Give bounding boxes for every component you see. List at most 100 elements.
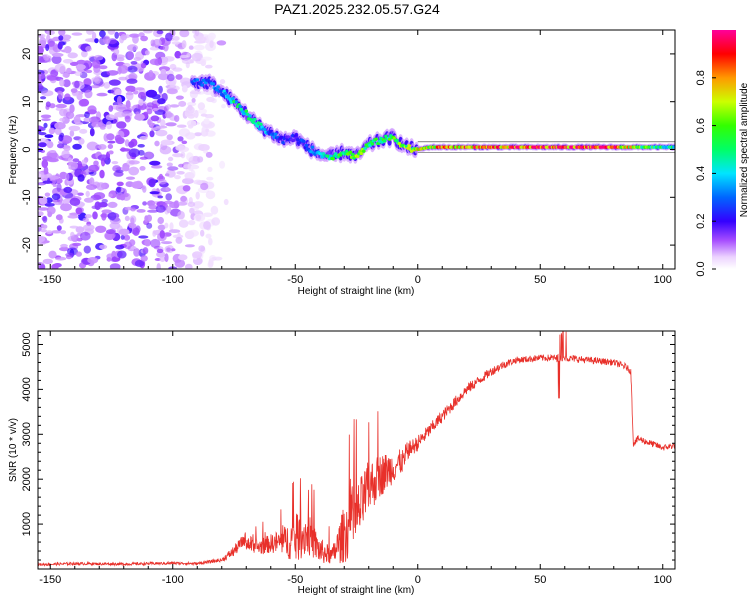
noise-blob	[221, 104, 226, 109]
noise-blob	[200, 182, 209, 191]
ridge-core	[407, 144, 412, 148]
noise-blob	[59, 117, 65, 122]
ridge-core	[273, 132, 278, 136]
noise-blob	[93, 192, 106, 200]
noise-blob	[111, 161, 119, 165]
noise-blob	[87, 257, 99, 264]
noise-blob	[188, 45, 194, 50]
noise-blob	[100, 213, 109, 218]
noise-blob	[139, 166, 146, 171]
noise-blob	[166, 73, 175, 82]
x-tick-label: 0	[415, 574, 421, 586]
noise-blob	[180, 77, 191, 85]
ridge-core	[269, 129, 273, 133]
noise-blob	[142, 201, 148, 206]
noise-blob	[160, 139, 173, 146]
noise-blob	[181, 140, 188, 145]
noise-blob	[109, 263, 121, 269]
noise-blob	[164, 222, 169, 229]
noise-blob	[74, 121, 83, 126]
noise-blob	[69, 197, 81, 206]
noise-blob	[115, 244, 125, 250]
noise-blob	[184, 111, 195, 117]
noise-blob	[56, 225, 62, 231]
y-tick-label: 5000	[21, 332, 33, 356]
noise-blob	[179, 30, 190, 38]
colorbar-tick-label: 0.8	[695, 70, 707, 85]
noise-blob	[116, 186, 122, 193]
noise-blob	[156, 248, 164, 254]
noise-blob	[152, 107, 159, 111]
noise-blob	[47, 38, 55, 47]
noise-blob	[59, 79, 65, 87]
noise-blob	[198, 108, 207, 114]
noise-blob	[177, 210, 185, 220]
colorbar: 0.0 0.2 0.4 0.6 0.8 Normalized spectral ampl…	[695, 30, 750, 277]
noise-blob	[85, 184, 98, 191]
noise-blob	[163, 42, 169, 52]
snr-y-label: SNR (10 * v/v)	[8, 418, 19, 482]
noise-blob	[72, 143, 82, 150]
noise-blob	[147, 119, 152, 126]
noise-blob	[50, 230, 63, 234]
noise-blob	[57, 90, 62, 95]
y-tick-label: 0	[21, 146, 33, 152]
noise-blob	[65, 172, 70, 181]
noise-blob	[197, 102, 206, 110]
noise-blob	[184, 244, 195, 248]
noise-blob	[122, 166, 130, 172]
ridge-core	[195, 78, 200, 82]
ridge-core	[211, 82, 215, 86]
noise-blob	[74, 71, 83, 77]
ridge-core	[348, 150, 353, 154]
noise-blob	[134, 259, 145, 268]
ridge-core	[395, 138, 399, 142]
noise-blob	[187, 104, 193, 111]
noise-blob	[116, 57, 125, 62]
ridge-core	[255, 124, 260, 128]
noise-blob	[105, 114, 116, 121]
spectrogram-noise-layer	[38, 30, 229, 269]
noise-blob	[150, 39, 156, 46]
noise-blob	[38, 171, 45, 181]
noise-blob	[38, 72, 46, 80]
noise-blob	[58, 246, 70, 252]
noise-blob	[46, 141, 54, 149]
noise-blob	[203, 149, 209, 154]
noise-blob	[55, 103, 67, 109]
noise-blob	[149, 130, 155, 138]
noise-blob	[107, 211, 117, 221]
noise-blob	[118, 76, 128, 81]
noise-blob	[187, 124, 194, 129]
noise-blob	[85, 69, 93, 74]
noise-blob	[46, 230, 53, 235]
noise-blob	[160, 119, 166, 127]
ridge-core	[344, 149, 349, 153]
noise-blob	[206, 176, 214, 181]
noise-blob	[117, 250, 127, 259]
noise-blob	[91, 59, 101, 69]
noise-blob	[125, 85, 136, 93]
noise-blob	[160, 68, 167, 75]
noise-blob	[149, 191, 160, 195]
noise-blob	[189, 207, 195, 214]
noise-blob	[156, 30, 164, 35]
noise-blob	[45, 197, 53, 204]
noise-blob	[137, 144, 145, 148]
noise-blob	[178, 219, 189, 228]
noise-blob	[165, 32, 173, 42]
noise-blob	[175, 145, 186, 151]
noise-blob	[58, 35, 64, 41]
noise-blob	[40, 114, 52, 119]
snr-x-label: Height of straight line (km)	[298, 585, 415, 596]
noise-blob	[64, 46, 72, 54]
noise-blob	[144, 239, 152, 247]
noise-blob	[119, 148, 131, 152]
noise-blob	[179, 54, 189, 59]
noise-blob	[84, 111, 90, 118]
noise-blob	[61, 149, 70, 159]
noise-blob	[118, 65, 129, 74]
noise-blob	[125, 176, 136, 180]
colorbar-tick-label: 0.4	[695, 166, 707, 181]
noise-blob	[97, 154, 110, 161]
